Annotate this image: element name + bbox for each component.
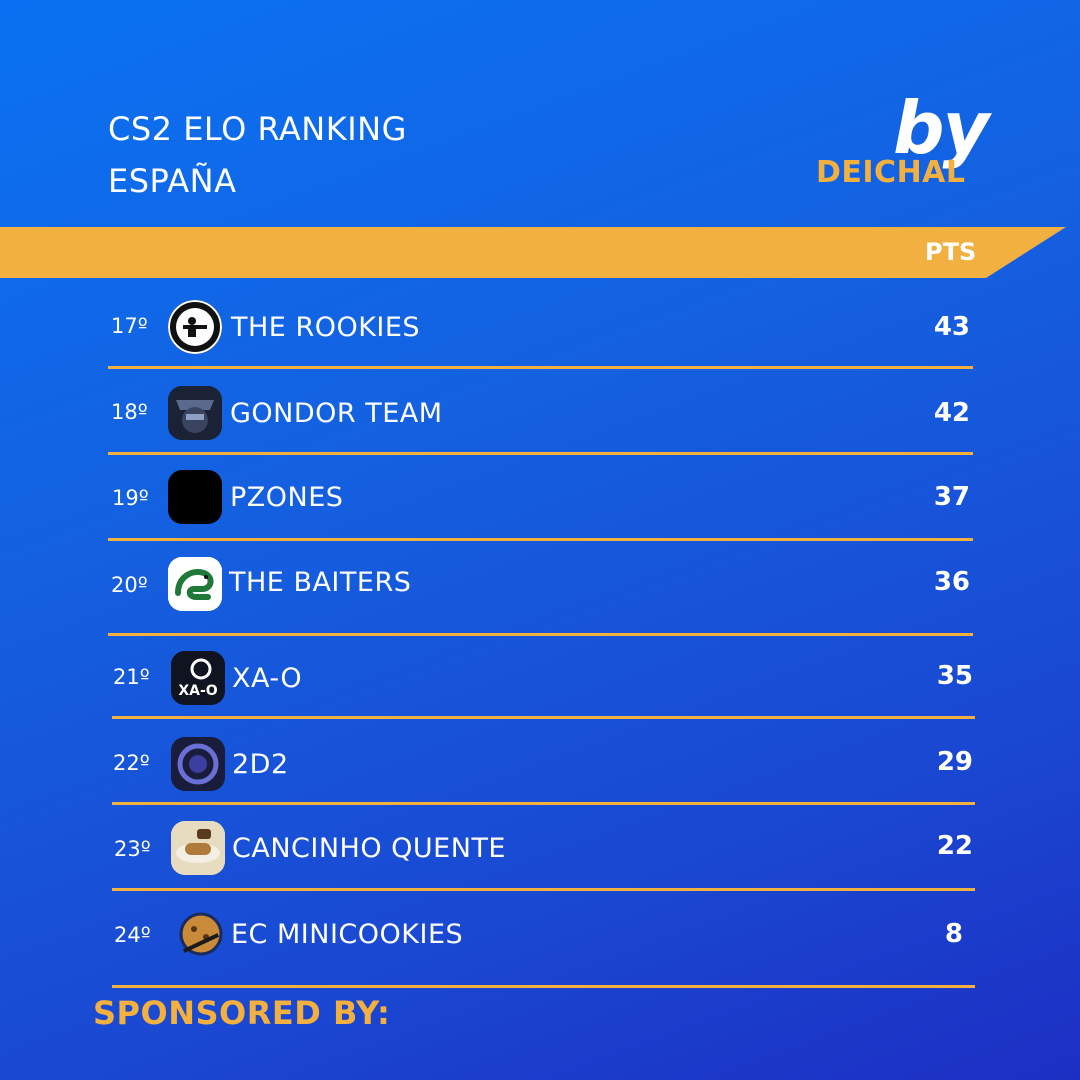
header-banner <box>0 227 1066 278</box>
ranking-row: 21º XA-O XA-O 35 <box>0 651 1080 731</box>
xao-logo-icon: XA-O <box>171 651 225 705</box>
ranking-row: 19º PZONES 37 <box>0 470 1080 550</box>
row-divider <box>112 802 975 805</box>
team-points: 35 <box>936 661 973 691</box>
page-subtitle: ESPAÑA <box>108 162 237 200</box>
rank-label: 22º <box>113 751 150 775</box>
team-name: XA-O <box>232 663 303 694</box>
svg-text:XA-O: XA-O <box>178 683 217 699</box>
row-divider <box>108 452 973 455</box>
rank-label: 24º <box>114 923 151 947</box>
team-points: 36 <box>933 567 970 597</box>
row-divider <box>112 985 975 988</box>
ranking-row: 22º 2D2 29 <box>0 737 1080 817</box>
points-column-header: PTS <box>925 238 977 266</box>
ranking-row: 23º CANCINHO QUENTE 22 <box>0 821 1080 901</box>
2d2-logo-icon <box>171 737 225 791</box>
ranking-row: 17º THE ROOKIES 43 <box>0 300 1080 380</box>
rank-label: 23º <box>114 837 151 861</box>
page-title: CS2 ELO RANKING <box>108 110 407 148</box>
team-name: GONDOR TEAM <box>230 398 443 429</box>
team-points: 43 <box>933 312 970 342</box>
rank-label: 19º <box>112 486 149 510</box>
team-points: 22 <box>936 831 973 861</box>
ranking-row: 18º GONDOR TEAM 42 <box>0 386 1080 466</box>
snake-logo-icon <box>168 557 222 611</box>
ranking-row: 20º THE BAITERS 36 <box>0 557 1080 637</box>
ranking-row: 24º EC MINICOOKIES 8 <box>0 907 1080 987</box>
rank-label: 17º <box>111 314 148 338</box>
row-divider <box>112 888 975 891</box>
row-divider <box>108 633 973 636</box>
rank-label: 21º <box>113 665 150 689</box>
cancinho-logo-icon <box>171 821 225 875</box>
brand-name: DEICHAL <box>816 155 966 190</box>
team-points: 42 <box>933 398 970 428</box>
rank-label: 18º <box>111 400 148 424</box>
team-points: 29 <box>936 747 973 777</box>
rookies-logo-icon <box>168 300 222 354</box>
pzones-logo-icon <box>168 470 222 524</box>
sponsored-label: SPONSORED BY: <box>93 994 391 1032</box>
rank-label: 20º <box>111 573 148 597</box>
brand-by-logo: by <box>893 86 989 170</box>
team-name: 2D2 <box>232 749 289 780</box>
team-points: 8 <box>944 919 963 949</box>
row-divider <box>108 366 973 369</box>
team-name: CANCINHO QUENTE <box>232 833 506 864</box>
team-name: THE BAITERS <box>229 567 412 598</box>
team-points: 37 <box>933 482 970 512</box>
row-divider <box>112 716 975 719</box>
gondor-logo-icon <box>168 386 222 440</box>
team-name: THE ROOKIES <box>231 312 421 343</box>
team-name: PZONES <box>230 482 344 513</box>
minicookies-logo-icon <box>174 907 228 961</box>
team-name: EC MINICOOKIES <box>231 919 464 950</box>
row-divider <box>108 538 973 541</box>
